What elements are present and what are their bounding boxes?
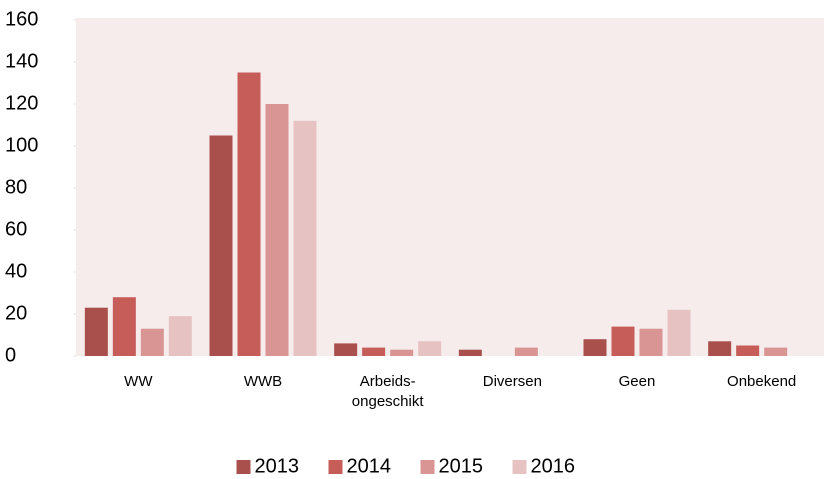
bar — [84, 307, 108, 356]
plot-area — [76, 18, 824, 356]
y-tick-label: 20 — [5, 302, 27, 324]
y-tick-label: 40 — [5, 260, 27, 282]
x-tick-label: Onbekend — [727, 373, 796, 390]
bar — [667, 309, 691, 356]
bar — [583, 339, 607, 356]
x-tick-label: WWB — [244, 373, 282, 390]
bar — [112, 297, 136, 356]
legend-swatch — [420, 460, 435, 474]
legend-label: 2013 — [255, 455, 300, 477]
y-tick-label: 140 — [5, 50, 38, 72]
bar — [418, 341, 442, 356]
bar — [514, 347, 538, 356]
x-tick-label: WW — [124, 373, 153, 390]
y-tick-label: 160 — [5, 8, 38, 30]
bar — [390, 349, 414, 356]
bar — [708, 341, 732, 356]
bar — [639, 328, 663, 356]
bar — [611, 326, 635, 356]
x-tick-label: Arbeids-ongeschikt — [352, 373, 425, 410]
legend-swatch — [328, 460, 343, 474]
bar — [736, 345, 760, 356]
y-tick-label: 0 — [5, 344, 16, 366]
y-tick-label: 80 — [5, 176, 27, 198]
legend-swatch — [512, 460, 527, 474]
legend-swatch — [236, 460, 251, 474]
y-tick-label: 100 — [5, 134, 38, 156]
bar — [293, 120, 317, 356]
x-tick-label: Geen — [619, 373, 656, 390]
bar — [168, 316, 192, 356]
bar — [458, 349, 482, 356]
bar — [334, 343, 358, 356]
x-tick-label: Diversen — [483, 373, 542, 390]
bar — [265, 104, 289, 356]
bar — [764, 347, 788, 356]
y-tick-label: 60 — [5, 218, 27, 240]
legend-label: 2016 — [531, 455, 576, 477]
y-tick-label: 120 — [5, 92, 38, 114]
bar — [237, 72, 261, 356]
legend-label: 2015 — [439, 455, 484, 477]
bar — [209, 135, 233, 356]
legend-label: 2014 — [347, 455, 392, 477]
bar — [362, 347, 386, 356]
bar — [140, 328, 164, 356]
